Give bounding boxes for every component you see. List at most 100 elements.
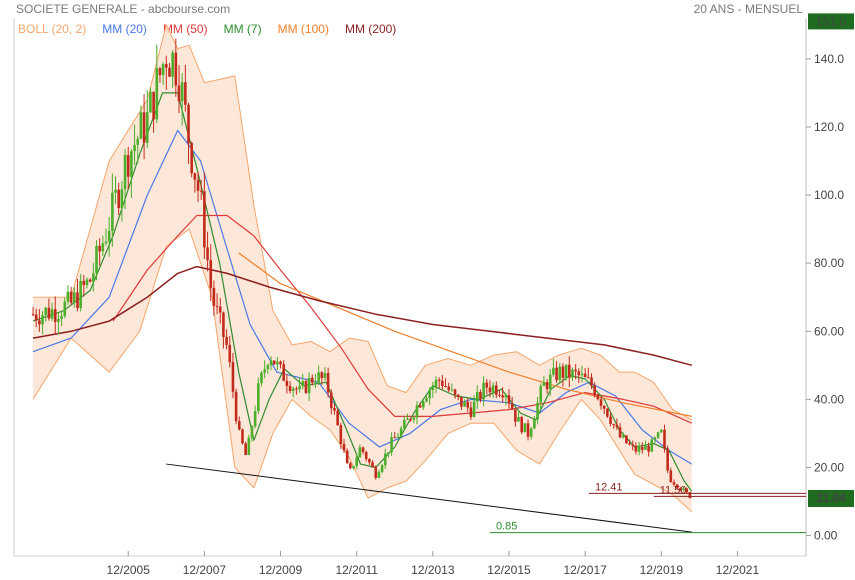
candle-body [650, 439, 654, 452]
candle-body [498, 394, 501, 396]
candle-body [387, 452, 390, 454]
candle-body [215, 305, 219, 307]
candle-body [396, 436, 400, 438]
candle-body [640, 446, 644, 450]
candle-body [501, 395, 504, 398]
candle-body [184, 82, 187, 105]
candle-body [260, 372, 263, 384]
candle-body [323, 373, 327, 379]
mm20-line [32, 129, 693, 465]
candle-body [285, 380, 289, 386]
candle-body [244, 443, 247, 455]
level-label-0: 12.41 [595, 481, 623, 493]
x-tick-label: 12/2009 [259, 563, 303, 577]
candle-body [434, 379, 438, 387]
candle-body [469, 407, 473, 417]
candle-body [276, 361, 279, 365]
candle-body [415, 405, 419, 418]
candle-body [574, 369, 577, 372]
candle-body [247, 437, 251, 455]
legend: BOLL (20, 2) MM (20) MM (50) MM (7) MM (… [18, 22, 396, 36]
candle-body [428, 390, 431, 399]
candle-body [95, 245, 98, 274]
candle-body [92, 273, 95, 282]
candle-body [158, 68, 162, 76]
candle-body [590, 377, 593, 386]
x-tick-label: 12/2007 [183, 563, 227, 577]
candle-body [564, 364, 568, 378]
candle-body [320, 372, 324, 379]
candle-body [199, 190, 203, 192]
candle-body [174, 52, 178, 86]
candle-body [577, 371, 581, 376]
candle-body [47, 307, 51, 319]
candle-body [114, 189, 117, 193]
candle-body [491, 385, 495, 393]
candle-body [266, 365, 270, 370]
candle-body [133, 144, 136, 152]
candle-body [139, 112, 143, 139]
x-tick-label: 12/2021 [716, 563, 760, 577]
candle-body [53, 309, 57, 322]
candle-body [475, 392, 479, 402]
candle-body [355, 457, 358, 466]
candle-body [672, 482, 676, 485]
candle-body [145, 112, 149, 143]
candle-body [653, 437, 657, 440]
candle-body [126, 155, 130, 177]
candle-body [383, 453, 387, 466]
candle-body [466, 401, 470, 408]
candle-body [136, 138, 140, 145]
candle-body [593, 385, 596, 396]
candle-body [520, 417, 523, 433]
candle-body [409, 418, 412, 420]
y-tick-label: 80.00 [814, 256, 844, 270]
candle-body [412, 417, 416, 420]
candle-body [225, 336, 228, 345]
candle-body [529, 428, 533, 437]
y-tick-label: 40.00 [814, 392, 844, 406]
candle-body [339, 425, 343, 444]
legend-mm200: MM (200) [344, 22, 397, 36]
candle-body [161, 64, 165, 76]
candle-body [418, 405, 422, 408]
candle-body [609, 416, 612, 424]
y-tick-label: 60.00 [814, 324, 844, 338]
candle-body [571, 369, 574, 378]
candle-body [625, 435, 628, 444]
candle-body [171, 52, 174, 77]
candle-body [675, 484, 679, 489]
candle-body [228, 344, 232, 363]
x-tick-label: 12/2015 [487, 563, 531, 577]
candle-body [390, 437, 393, 453]
candle-body [272, 360, 276, 365]
candle-body [288, 385, 292, 392]
candle-body [38, 320, 41, 325]
candle-body [545, 382, 549, 390]
candle-body [437, 379, 441, 381]
legend-boll: BOLL (20, 2) [18, 22, 87, 36]
candle-body [628, 443, 631, 445]
legend-mm50: MM (50) [162, 22, 208, 36]
candle-body [526, 423, 530, 437]
candle-body [583, 373, 587, 378]
y-tick-label: 0.00 [814, 529, 838, 543]
candle-body [656, 432, 660, 438]
candle-body [539, 386, 543, 403]
bollinger-band-fill [33, 24, 692, 512]
candle-body [441, 380, 444, 387]
candle-body [342, 443, 346, 451]
candle-body [615, 424, 619, 428]
candle-body [85, 279, 89, 286]
candle-body [307, 377, 311, 393]
candle-body [507, 395, 511, 404]
candle-body [291, 388, 295, 392]
candle-body [422, 401, 425, 408]
candle-body [488, 387, 492, 393]
candle-body [450, 389, 454, 391]
candle-body [250, 426, 254, 438]
legend-mm20: MM (20) [102, 22, 147, 36]
candle-body [50, 309, 54, 319]
candle-body [504, 395, 508, 398]
bollinger-lower-line [32, 228, 693, 513]
